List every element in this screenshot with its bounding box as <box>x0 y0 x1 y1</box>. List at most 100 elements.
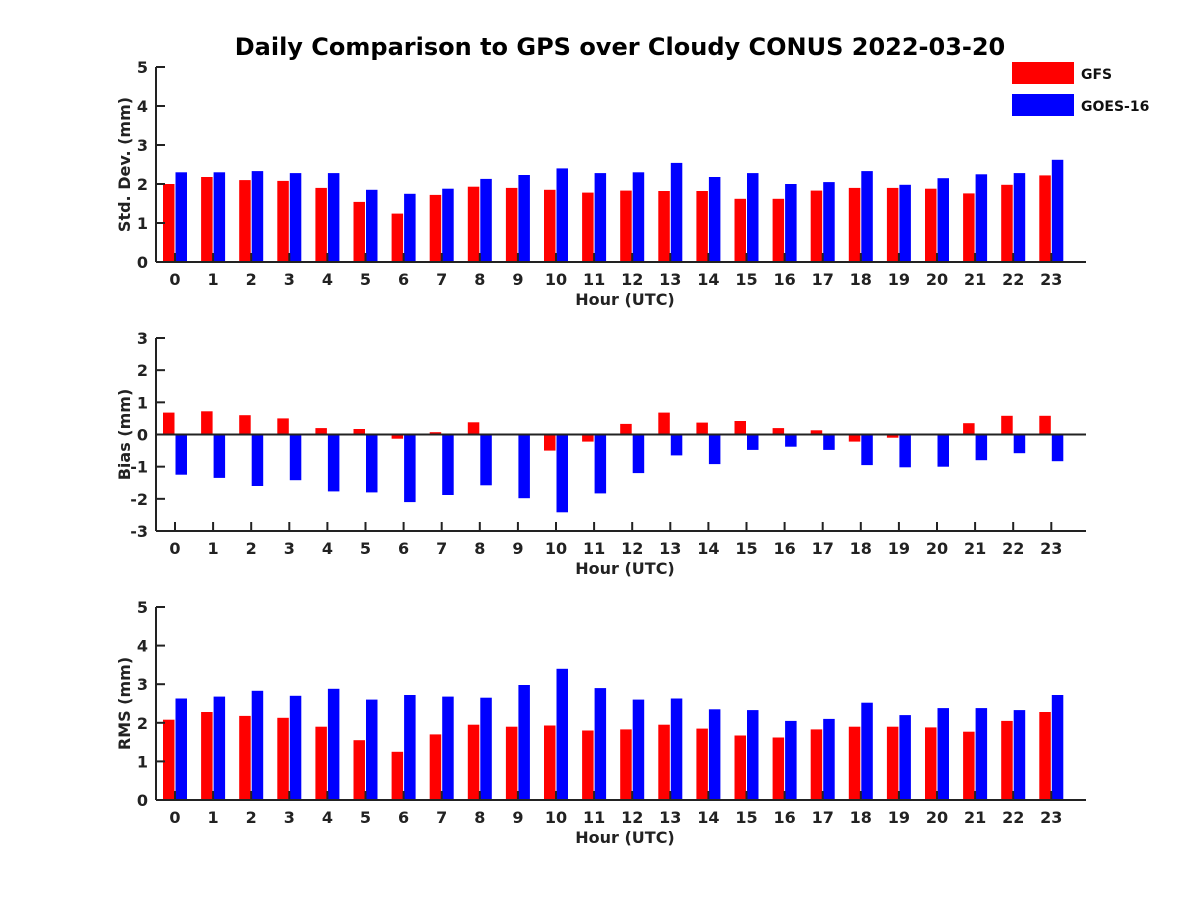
bar-gfs-hour-10 <box>544 434 556 451</box>
bar-goes16-hour-6 <box>404 193 416 263</box>
bar-gfs-hour-12 <box>620 423 632 435</box>
bar-goes16-hour-8 <box>480 697 492 800</box>
bar-gfs-hour-21 <box>963 423 975 435</box>
bar-goes16-hour-14 <box>708 434 721 465</box>
y-tick-label: 3 <box>137 136 148 155</box>
bar-goes16-hour-16 <box>785 184 797 262</box>
x-tick-label: 13 <box>659 539 681 558</box>
x-tick-label: 3 <box>284 539 295 558</box>
bar-goes16-hour-0 <box>175 172 187 262</box>
x-tick-label: 18 <box>850 270 872 289</box>
x-tick-label: 4 <box>322 808 333 827</box>
x-tick-label: 10 <box>545 270 567 289</box>
y-tick-label: 4 <box>137 637 148 656</box>
bar-goes16-hour-15 <box>747 434 759 450</box>
bar-gfs-hour-23 <box>1039 415 1051 435</box>
bar-gfs-hour-9 <box>505 187 518 262</box>
x-tick-label: 23 <box>1040 270 1062 289</box>
bar-goes16-hour-9 <box>518 685 530 800</box>
bar-goes16-hour-15 <box>747 173 759 262</box>
x-tick-label: 19 <box>888 808 910 827</box>
bar-gfs-hour-14 <box>696 191 708 262</box>
x-tick-label: 23 <box>1040 539 1062 558</box>
bar-gfs-hour-13 <box>658 191 670 262</box>
x-tick-label: 16 <box>773 270 795 289</box>
x-tick-label: 6 <box>398 808 409 827</box>
y-tick-label: 2 <box>137 714 148 733</box>
bar-gfs-hour-11 <box>582 730 594 800</box>
x-tick-label: 19 <box>888 539 910 558</box>
bar-gfs-hour-19 <box>886 187 899 262</box>
x-tick-label: 2 <box>246 808 257 827</box>
x-tick-label: 9 <box>512 270 523 289</box>
bar-gfs-hour-6 <box>391 434 404 439</box>
y-tick-label: 3 <box>137 675 148 694</box>
x-tick-label: 5 <box>360 270 371 289</box>
x-tick-label: 4 <box>322 539 333 558</box>
bar-gfs-hour-3 <box>277 717 289 800</box>
bar-gfs-hour-1 <box>201 177 213 262</box>
x-tick-label: 13 <box>659 270 681 289</box>
bar-gfs-hour-8 <box>467 186 480 262</box>
bar-gfs-hour-6 <box>391 751 404 801</box>
bar-goes16-hour-22 <box>1013 710 1026 800</box>
x-tick-label: 22 <box>1002 808 1024 827</box>
bar-goes16-hour-20 <box>937 708 949 800</box>
bar-goes16-hour-3 <box>289 695 302 800</box>
bar-goes16-hour-2 <box>251 434 264 486</box>
bar-gfs-hour-15 <box>734 421 746 435</box>
bar-gfs-hour-1 <box>201 712 213 800</box>
bar-goes16-hour-10 <box>556 668 568 800</box>
y-tick-label: -3 <box>130 522 148 541</box>
x-tick-label: 18 <box>850 808 872 827</box>
x-tick-label: 8 <box>474 808 485 827</box>
bar-goes16-hour-22 <box>1013 173 1026 262</box>
bar-goes16-hour-6 <box>404 434 416 503</box>
bar-goes16-hour-17 <box>823 434 835 450</box>
y-tick-label: 0 <box>137 791 148 810</box>
bar-gfs-hour-4 <box>315 726 327 800</box>
bar-gfs-hour-19 <box>886 726 899 800</box>
bar-gfs-hour-17 <box>810 190 823 262</box>
bar-goes16-hour-18 <box>861 434 873 466</box>
bar-gfs-hour-8 <box>467 422 480 435</box>
x-tick-label: 9 <box>512 539 523 558</box>
y-tick-label: -1 <box>130 458 148 477</box>
bar-gfs-hour-14 <box>696 728 708 800</box>
x-tick-label: 1 <box>208 270 219 289</box>
bar-gfs-hour-15 <box>734 198 746 262</box>
bar-goes16-hour-21 <box>975 174 988 263</box>
bar-gfs-hour-18 <box>848 187 861 262</box>
chart-title: Daily Comparison to GPS over Cloudy CONU… <box>235 33 1006 61</box>
bar-goes16-hour-5 <box>366 434 378 493</box>
x-tick-label: 8 <box>474 270 485 289</box>
x-axis-label: Hour (UTC) <box>575 290 675 309</box>
bar-gfs-hour-7 <box>429 432 442 435</box>
bar-gfs-hour-0 <box>163 412 175 435</box>
x-tick-label: 12 <box>621 270 643 289</box>
x-tick-label: 5 <box>360 808 371 827</box>
bar-gfs-hour-10 <box>544 189 556 262</box>
bar-gfs-hour-16 <box>772 737 785 800</box>
bar-gfs-hour-4 <box>315 428 327 435</box>
bar-goes16-hour-15 <box>747 710 759 800</box>
bar-gfs-hour-2 <box>239 415 251 435</box>
x-tick-label: 10 <box>545 539 567 558</box>
bar-gfs-hour-18 <box>848 434 861 442</box>
bar-goes16-hour-3 <box>289 434 302 481</box>
x-tick-label: 11 <box>583 539 605 558</box>
bar-goes16-hour-5 <box>366 699 378 800</box>
bar-gfs-hour-20 <box>925 188 937 262</box>
x-axis-label: Hour (UTC) <box>575 828 675 847</box>
bar-gfs-hour-17 <box>810 430 823 435</box>
bar-goes16-hour-17 <box>823 182 835 262</box>
y-axis-label: RMS (mm) <box>115 657 134 750</box>
bar-gfs-hour-10 <box>544 725 556 800</box>
x-tick-label: 17 <box>812 539 834 558</box>
x-tick-label: 14 <box>697 808 719 827</box>
bar-gfs-hour-15 <box>734 735 746 800</box>
